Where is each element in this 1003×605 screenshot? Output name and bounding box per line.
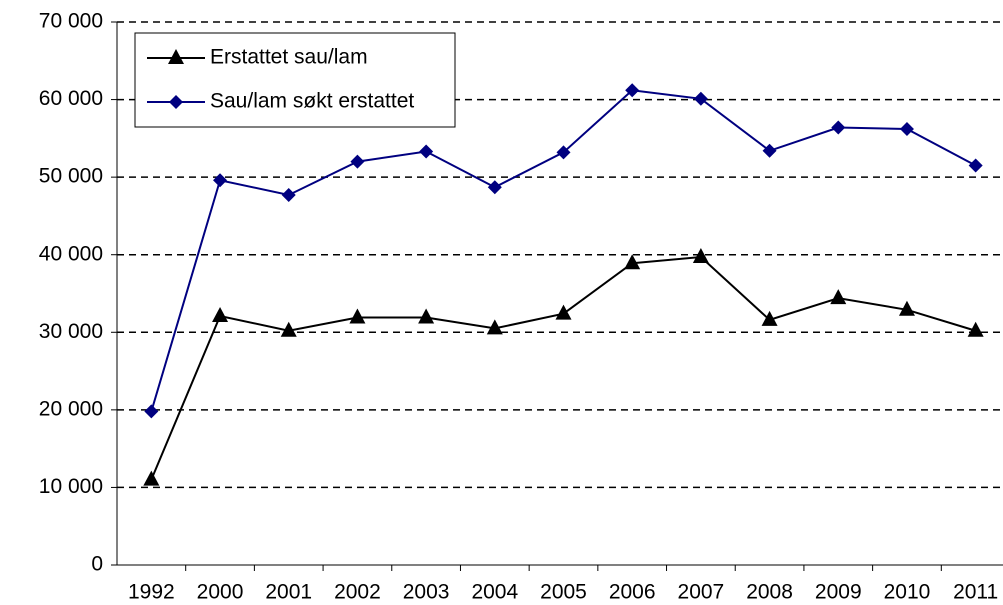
x-tick-label: 2000 (197, 581, 244, 604)
y-tick-label: 0 (91, 553, 103, 576)
marker (556, 145, 571, 160)
marker (349, 308, 366, 324)
y-tick-label: 30 000 (39, 320, 103, 343)
marker (898, 300, 915, 316)
marker (831, 120, 846, 135)
x-tick-label: 2004 (471, 581, 518, 604)
x-tick-label: 2009 (815, 581, 862, 604)
marker (143, 470, 160, 486)
marker (168, 49, 184, 64)
marker (486, 319, 503, 335)
marker (830, 289, 847, 305)
marker (624, 254, 641, 270)
x-tick-label: 2005 (540, 581, 587, 604)
marker (281, 187, 296, 202)
marker (761, 310, 778, 326)
marker (762, 143, 777, 158)
marker (212, 306, 229, 322)
marker (692, 248, 709, 264)
x-tick-label: 2011 (953, 581, 998, 604)
y-tick-label: 70 000 (39, 10, 103, 33)
marker (899, 122, 914, 137)
legend-box (134, 32, 456, 128)
x-tick-label: 1992 (128, 581, 175, 604)
y-tick-label: 50 000 (39, 165, 103, 188)
y-tick-label: 60 000 (39, 87, 103, 110)
y-tick-label: 40 000 (39, 242, 103, 265)
x-tick-label: 2001 (265, 581, 312, 604)
marker (967, 321, 984, 337)
marker (169, 95, 183, 109)
marker (144, 404, 159, 419)
marker (419, 144, 434, 159)
y-tick-label: 20 000 (39, 397, 103, 420)
marker (280, 321, 297, 337)
x-tick-label: 2007 (678, 581, 725, 604)
legend-label: Erstattet sau/lam (210, 46, 368, 69)
marker (487, 180, 502, 195)
marker (555, 304, 572, 320)
marker (625, 83, 640, 98)
marker (213, 173, 228, 188)
series-line (150, 89, 977, 412)
marker (350, 154, 365, 169)
marker (418, 308, 435, 324)
x-tick-label: 2008 (746, 581, 793, 604)
x-tick-label: 2002 (334, 581, 381, 604)
y-tick-label: 10 000 (39, 475, 103, 498)
legend-label: Sau/lam søkt erstattet (210, 90, 414, 113)
x-tick-label: 2010 (884, 581, 931, 604)
series-line (150, 256, 976, 481)
x-tick-label: 2006 (609, 581, 656, 604)
marker (968, 158, 983, 173)
x-tick-label: 2003 (403, 581, 450, 604)
marker (693, 91, 708, 106)
